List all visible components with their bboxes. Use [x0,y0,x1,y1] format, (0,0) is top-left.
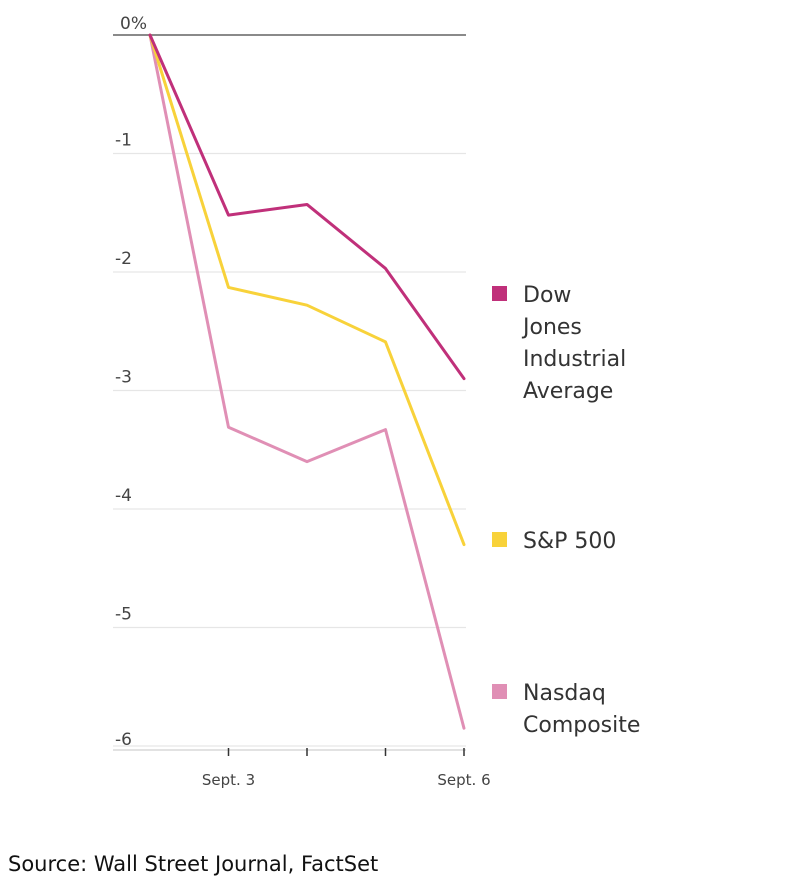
x-tick-label: Sept. 3 [202,771,255,789]
y-tick-label: -4 [115,486,132,506]
legend-swatch [492,684,507,699]
y-tick-label: -1 [115,131,132,151]
legend-label: Average [523,379,613,404]
legend-label: Composite [523,713,640,738]
legend-swatch [492,286,507,301]
x-tick-label: Sept. 6 [437,771,490,789]
legend-label: Jones [521,315,582,340]
series-line [148,33,466,547]
source-note: Source: Wall Street Journal, FactSet [8,852,379,876]
series-lines [148,33,466,730]
y-tick-label: 0% [120,14,147,34]
legend: Dow Jones Industrial Average S&P 500 Nasdaq Co… [492,283,640,738]
gridlines [113,34,466,747]
legend-label: Industrial [523,347,626,372]
y-tick-label: -3 [115,368,132,388]
legend-label: Nasdaq [523,681,606,706]
y-tick-label: -5 [115,605,132,625]
x-axis [113,748,466,756]
legend-swatch [492,532,507,547]
x-tick-labels: Sept. 3 Sept. 6 [202,771,491,789]
y-tick-label: -6 [115,730,132,750]
y-tick-labels: 0% -1 -2 -3 -4 -5 -6 [115,14,147,750]
series-line [148,33,466,730]
legend-label: S&P 500 [523,529,616,554]
legend-label: Dow [523,283,571,308]
y-tick-label: -2 [115,249,132,269]
series-line [148,33,466,381]
line-chart: 0% -1 -2 -3 -4 -5 -6 Sept. 3 Sept. 6 Dow Jones In… [113,14,640,789]
